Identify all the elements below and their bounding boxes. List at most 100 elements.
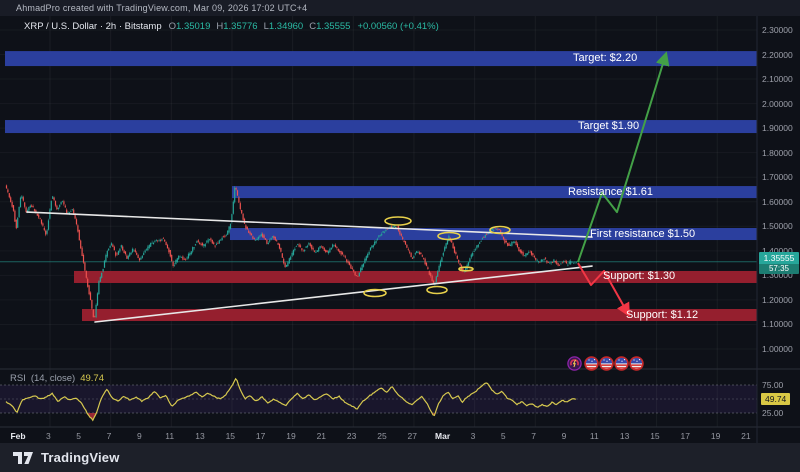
swirl-emoji[interactable] (567, 356, 582, 371)
time-axis-label[interactable]: 3 (45, 431, 51, 441)
highlight-ellipse[interactable] (363, 288, 387, 298)
time-axis-label[interactable]: 13 (619, 431, 630, 441)
time-axis-label[interactable]: 11 (589, 431, 599, 441)
time-axis-label[interactable]: 21 (316, 431, 327, 441)
ascending-support-trendline[interactable] (94, 265, 593, 323)
rsi-upper-band-label[interactable]: 75.00 (762, 380, 784, 390)
time-axis-label[interactable]: 23 (346, 431, 357, 441)
level-band-target-190[interactable] (5, 120, 757, 134)
attribution-bar: AhmadPro created with TradingView.com, M… (0, 0, 800, 16)
price-axis-label[interactable]: 1.10000 (762, 319, 793, 330)
price-axis-label[interactable]: 1.40000 (762, 245, 793, 256)
price-axis-label[interactable]: 1.20000 (762, 294, 793, 305)
level-label-first-resistance-150[interactable]: First resistance $1.50 (590, 227, 696, 240)
level-label-target-220[interactable]: Target: $2.20 (573, 52, 638, 65)
time-axis-label[interactable]: 25 (377, 431, 387, 441)
rsi-legend[interactable]: RSI (14, close) 49.74 (10, 373, 104, 384)
rsi-lower-band-label[interactable]: 25.00 (762, 408, 784, 418)
level-label-support-112[interactable]: Support: $1.12 (626, 308, 699, 321)
price-axis-label[interactable]: 1.30000 (762, 270, 793, 281)
level-band-target-220[interactable] (5, 51, 757, 67)
us-flag-emoji[interactable] (614, 356, 629, 371)
drawing-overlays[interactable] (26, 51, 670, 323)
time-axis-label[interactable]: 19 (286, 431, 296, 441)
ohlc-value: 1.35555 (316, 21, 351, 32)
level-label-support-130[interactable]: Support: $1.30 (603, 270, 676, 283)
ohlc-pair: H1.35776 (216, 21, 257, 32)
time-axis-label[interactable]: 9 (136, 431, 142, 441)
ohlc-value: 1.35776 (223, 21, 258, 32)
rsi-name: RSI (10, 373, 26, 384)
candlesticks (5, 184, 577, 319)
level-label-resistance-161[interactable]: Resistance $1.61 (568, 185, 653, 198)
level-band-resistance-161[interactable] (232, 186, 757, 199)
bar-countdown: 57:35 (759, 264, 799, 274)
ohlc-label: O (168, 21, 177, 32)
time-axis-label[interactable]: 5 (76, 431, 82, 441)
time-axis-label[interactable]: 7 (106, 431, 112, 441)
time-axis-label[interactable]: Mar (435, 431, 451, 441)
ohlc-value: 1.35019 (176, 21, 211, 32)
price-axis-label[interactable]: 1.90000 (762, 123, 793, 134)
rsi-value-badge: 49.74 (761, 393, 791, 405)
ohlc-pair: C1.35555 (309, 21, 350, 32)
time-axis-label[interactable]: 19 (710, 431, 721, 441)
price-axis-label[interactable]: 2.30000 (762, 24, 793, 35)
highlight-ellipse[interactable] (489, 225, 511, 235)
price-axis-label[interactable]: 2.10000 (762, 74, 793, 85)
time-axis-label[interactable]: 17 (680, 431, 690, 441)
level-label-target-190[interactable]: Target $1.90 (578, 120, 640, 133)
highlight-ellipse[interactable] (437, 231, 461, 241)
last-price-label: 1.35555 57:35 (759, 252, 799, 274)
us-flag-emoji[interactable] (629, 356, 644, 371)
price-axis-label[interactable]: 1.00000 (762, 344, 793, 354)
price-axis-label[interactable]: 2.20000 (762, 49, 793, 60)
ohlc-values: O1.35019 H1.35776 L1.34960 C1.35555 (169, 21, 351, 32)
time-axis-label[interactable]: 21 (741, 431, 751, 441)
bearish-projection[interactable] (577, 262, 630, 318)
time-axis-label[interactable]: 13 (195, 431, 205, 441)
ohlc-pair: O1.35019 (169, 21, 211, 32)
highlight-ellipse[interactable] (384, 216, 412, 226)
pane-separators (0, 16, 800, 443)
highlight-ellipse[interactable] (458, 266, 474, 272)
rsi-value: 49.74 (80, 373, 104, 384)
last-price-value: 1.35555 (759, 252, 799, 264)
price-axis-label[interactable]: 1.80000 (762, 147, 793, 158)
symbol-title[interactable]: XRP / U.S. Dollar · 2h · Bitstamp (24, 21, 162, 32)
time-axis-label[interactable]: 15 (225, 431, 236, 441)
us-flag-emoji[interactable] (599, 356, 614, 371)
time-axis-label[interactable]: 9 (561, 431, 567, 441)
ohlc-pair: L1.34960 (264, 21, 304, 32)
us-flag-emoji[interactable] (584, 356, 599, 371)
time-axis-label[interactable]: 7 (531, 431, 536, 441)
bottom-bar: TradingView (0, 443, 800, 472)
time-axis-label[interactable]: 17 (255, 431, 266, 441)
ohlc-label: H (216, 21, 224, 32)
tradingview-logo[interactable]: TradingView (12, 450, 120, 465)
time-axis-label[interactable]: Feb (10, 431, 26, 441)
time-axis-label[interactable]: 27 (407, 431, 418, 441)
level-band-first-resistance-150[interactable] (230, 228, 757, 241)
bullish-projection[interactable] (577, 51, 670, 263)
tradingview-logo-text: TradingView (41, 450, 120, 465)
ohlc-label: C (309, 21, 317, 32)
level-band-support-130[interactable] (74, 270, 757, 283)
symbol-info-bar[interactable]: XRP / U.S. Dollar · 2h · Bitstamp O1.350… (24, 21, 439, 32)
price-axis-label[interactable]: 1.50000 (762, 221, 793, 232)
time-axis-label[interactable]: 11 (165, 431, 175, 441)
time-axis-label[interactable]: 5 (500, 431, 506, 441)
time-axis-label[interactable]: 15 (650, 431, 660, 441)
price-axis-label[interactable]: 2.00000 (762, 98, 793, 109)
highlight-ellipse[interactable] (426, 285, 448, 295)
price-axis-label[interactable]: 1.70000 (762, 172, 793, 183)
price-change: +0.00560 (+0.41%) (357, 21, 439, 32)
ohlc-label: L (263, 21, 269, 32)
time-axis-label[interactable]: 3 (470, 431, 476, 441)
level-band-support-112[interactable] (82, 308, 757, 322)
price-axis-label[interactable]: 1.60000 (762, 196, 793, 207)
tradingview-logo-icon (13, 451, 33, 464)
level-bands[interactable] (0, 51, 757, 322)
